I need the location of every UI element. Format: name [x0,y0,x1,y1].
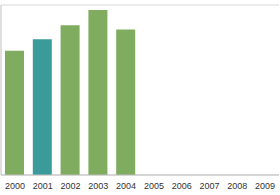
svg-text:2001: 2001 [33,181,53,191]
svg-text:2004: 2004 [116,181,136,191]
svg-text:2000: 2000 [8,181,25,191]
svg-text:2008: 2008 [227,181,247,191]
svg-text:2006: 2006 [172,181,192,191]
svg-text:2003: 2003 [88,181,108,191]
svg-text:2002: 2002 [60,181,80,191]
svg-text:2005: 2005 [144,181,164,191]
svg-text:2007: 2007 [199,181,219,191]
svg-text:2009: 2009 [255,181,272,191]
